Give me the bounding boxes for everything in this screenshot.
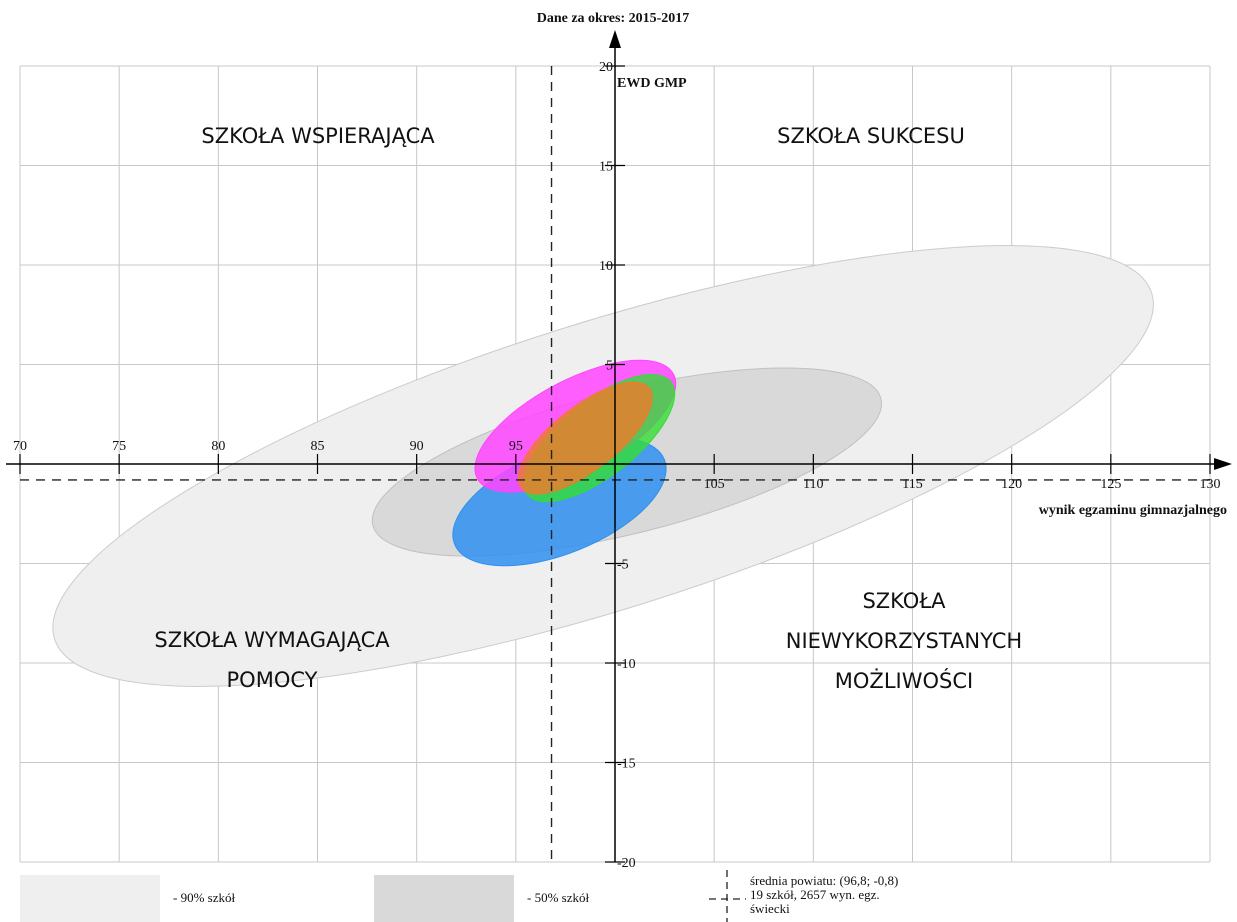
y-tick-label: 15 [599, 160, 613, 175]
y-tick-label: -5 [617, 558, 629, 573]
legend: - 90% szkół - 50% szkół średnia powiatu: (… [20, 870, 898, 922]
chart-title: Dane za okres: 2015-2017 [537, 11, 690, 26]
quadrant-bottom-left-line: SZKOŁA WYMAGAJĄCA [154, 628, 390, 652]
quadrant-bottom-right-line: MOŻLIWOŚCI [835, 668, 973, 693]
y-tick-label: -20 [617, 856, 636, 871]
x-tick-label: 75 [112, 439, 126, 454]
y-axis-arrow [609, 30, 621, 48]
y-tick-label: -15 [617, 757, 636, 772]
x-tick-label: 120 [1001, 477, 1022, 492]
quadrant-bottom-left-line: POMOCY [227, 668, 318, 692]
x-tick-label: 125 [1100, 477, 1121, 492]
legend-label-90: - 90% szkół [173, 890, 235, 905]
x-tick-label: 110 [803, 477, 823, 492]
x-tick-label: 105 [704, 477, 725, 492]
x-tick-label: 90 [410, 439, 424, 454]
x-tick-label: 130 [1200, 477, 1221, 492]
legend-label-50: - 50% szkół [527, 890, 589, 905]
y-tick-label: 5 [606, 359, 613, 374]
quadrant-bottom-left: SZKOŁA WYMAGAJĄCA POMOCY [154, 628, 390, 692]
x-tick-label: 95 [509, 439, 523, 454]
x-tick-label: 70 [13, 439, 27, 454]
ellipses [52, 245, 1154, 687]
legend-swatch-90 [20, 875, 160, 922]
quadrant-top-right-line: SZKOŁA SUKCESU [777, 124, 965, 148]
y-tick-label: 20 [599, 60, 613, 75]
quadrant-bottom-right-line: NIEWYKORZYSTANYCH [786, 629, 1022, 653]
y-axis-label: EWD GMP [617, 76, 687, 91]
x-axis-label: wynik egzaminu gimnazjalnego [1039, 503, 1227, 518]
legend-mean-text: 19 szkół, 2657 wyn. egz. [750, 887, 880, 902]
quadrant-labels: SZKOŁA WSPIERAJĄCA SZKOŁA SUKCESU SZKOŁA W… [154, 124, 1022, 693]
x-tick-label: 85 [311, 439, 325, 454]
quadrant-top-right: SZKOŁA SUKCESU [777, 124, 965, 148]
quadrant-top-left: SZKOŁA WSPIERAJĄCA [201, 124, 435, 148]
legend-mean-text: średnia powiatu: (96,8; -0,8) [750, 873, 898, 888]
x-tick-label: 80 [211, 439, 225, 454]
x-tick-label: 115 [902, 477, 922, 492]
quadrant-bottom-right-line: SZKOŁA [862, 589, 946, 613]
quadrant-bottom-right: SZKOŁA NIEWYKORZYSTANYCH MOŻLIWOŚCI [786, 589, 1022, 693]
legend-mean-text: świecki [750, 901, 790, 916]
x-axis-arrow [1214, 458, 1232, 470]
quadrant-top-left-line: SZKOŁA WSPIERAJĄCA [201, 124, 435, 148]
y-tick-label: -10 [617, 657, 636, 672]
y-tick-label: 10 [599, 259, 613, 274]
legend-swatch-50 [374, 875, 514, 922]
